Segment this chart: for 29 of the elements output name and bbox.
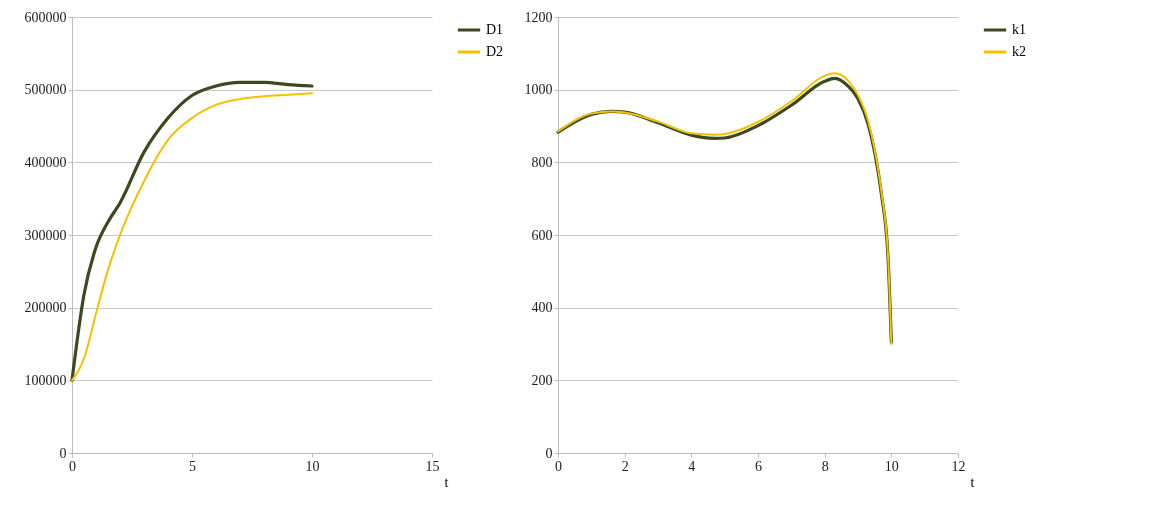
y-tick-label: 100000: [24, 372, 67, 388]
legend-label: D2: [486, 44, 504, 59]
x-axis-title: t: [970, 474, 975, 490]
y-tick-label: 600: [531, 227, 553, 243]
legend-label: D1: [486, 22, 504, 37]
x-tick-label: 8: [821, 458, 829, 474]
y-tick-label: 400: [531, 300, 553, 316]
y-tick-label: 200: [531, 372, 553, 388]
y-tick-label: 800: [531, 154, 553, 170]
x-tick-label: 2: [621, 458, 629, 474]
y-tick-label: 400000: [24, 154, 67, 170]
x-tick-label: 10: [884, 458, 899, 474]
y-tick-label: 0: [59, 445, 67, 461]
x-tick-label: 10: [305, 458, 320, 474]
y-tick-label: 500000: [24, 82, 67, 98]
x-tick-label: 15: [425, 458, 440, 474]
x-tick-label: 12: [951, 458, 966, 474]
y-tick-label: 600000: [24, 9, 67, 25]
x-tick-label: 4: [688, 458, 696, 474]
legend-label: k1: [1012, 22, 1026, 37]
y-tick-label: 0: [545, 445, 553, 461]
x-tick-label: 5: [189, 458, 196, 474]
y-tick-label: 1000: [524, 82, 553, 98]
y-tick-label: 300000: [24, 227, 67, 243]
x-tick-label: 6: [755, 458, 762, 474]
y-tick-label: 200000: [24, 300, 67, 316]
legend-label: k2: [1012, 44, 1026, 59]
x-axis-title: t: [444, 474, 449, 490]
y-tick-label: 1200: [524, 9, 553, 25]
